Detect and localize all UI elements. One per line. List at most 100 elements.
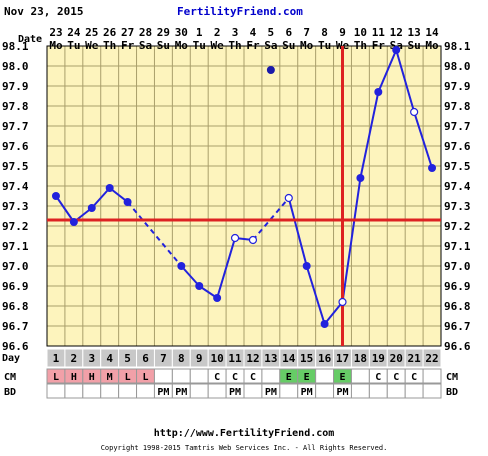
footer-url[interactable]: http://www.FertilityFriend.com	[154, 427, 335, 439]
y-tick-label-left: 96.7	[2, 320, 29, 333]
cm-row-label-right: CM	[446, 372, 458, 383]
cycle-day-number: 8	[178, 352, 185, 365]
cm-value: E	[304, 372, 310, 383]
cycle-day-number: 3	[88, 352, 95, 365]
temperature-point	[177, 262, 186, 270]
x-date-label: 13	[408, 26, 421, 39]
cycle-day-number: 18	[354, 352, 367, 365]
temperature-line-segment	[91, 187, 111, 209]
cycle-day-number: 21	[408, 352, 422, 365]
cm-row-label-left: CM	[4, 372, 16, 383]
x-weekday-label: Su	[282, 39, 295, 52]
bd-value: PM	[175, 387, 187, 398]
cycle-day-number: 11	[228, 352, 242, 365]
x-date-label: 24	[67, 26, 81, 39]
cycle-day-number: 2	[71, 352, 78, 365]
plot-border	[46, 45, 442, 347]
bd-cell	[315, 383, 335, 399]
bd-cell	[279, 383, 299, 399]
temperature-point-discarded	[266, 66, 275, 74]
y-tick-label-right: 97.8	[444, 100, 471, 113]
bd-cell	[64, 383, 84, 399]
cycle-day-number: 14	[282, 352, 296, 365]
data-marks	[47, 46, 441, 346]
bd-cell	[118, 383, 138, 399]
x-date-label: 5	[268, 26, 275, 39]
chart-date-header: Nov 23, 2015	[4, 5, 83, 18]
cm-value: L	[125, 372, 131, 383]
bd-cell	[207, 383, 227, 399]
y-tick-label-left: 97.3	[2, 200, 29, 213]
bd-value: PM	[229, 387, 241, 398]
cm-value: H	[71, 372, 77, 383]
bd-value: PM	[301, 387, 313, 398]
bd-cell	[243, 383, 263, 399]
x-date-label: 29	[157, 26, 170, 39]
y-tick-label-left: 97.4	[2, 180, 29, 193]
temperature-line-segment	[341, 177, 362, 303]
cycle-day-number: 22	[425, 352, 438, 365]
temperature-line-segment	[377, 49, 398, 93]
bd-cell	[189, 383, 209, 399]
x-date-label: 30	[175, 26, 188, 39]
plot-area	[46, 45, 442, 347]
cycle-day-number: 17	[336, 352, 349, 365]
temperature-point	[51, 192, 60, 200]
x-date-label: 10	[354, 26, 367, 39]
cycle-day-number: 9	[196, 352, 203, 365]
y-tick-label-right: 97.7	[444, 120, 471, 133]
cm-value: M	[107, 372, 113, 383]
bd-value: PM	[336, 387, 348, 398]
temperature-line-segment	[287, 197, 308, 267]
temperature-point	[69, 218, 78, 226]
cycle-day-number: 19	[372, 352, 385, 365]
y-tick-label-left: 97.2	[2, 220, 29, 233]
cm-cell	[422, 368, 442, 384]
y-tick-label-right: 96.9	[444, 280, 471, 293]
x-weekday-label: Mo	[300, 39, 314, 52]
bd-value: PM	[157, 387, 169, 398]
temperature-point	[195, 282, 204, 290]
y-tick-label-right: 97.9	[444, 80, 471, 93]
x-date-label: 8	[321, 26, 328, 39]
cycle-day-number: 13	[264, 352, 277, 365]
temperature-line-segment	[413, 111, 433, 169]
y-tick-label-left: 97.5	[2, 160, 29, 173]
x-date-label: 23	[49, 26, 62, 39]
temperature-point	[356, 174, 365, 182]
temperature-point	[284, 193, 293, 203]
bd-cell	[404, 383, 424, 399]
x-weekday-label: Mo	[49, 39, 63, 52]
cycle-day-number: 16	[318, 352, 332, 365]
x-date-label: 3	[232, 26, 239, 39]
x-weekday-label: Fr	[372, 39, 386, 52]
date-row-label: Date	[18, 34, 42, 45]
x-weekday-label: Mo	[175, 39, 189, 52]
cm-value: C	[375, 372, 381, 383]
cm-value: C	[250, 372, 256, 383]
bd-cell	[386, 383, 406, 399]
temperature-point	[428, 164, 437, 172]
cm-cell	[153, 368, 173, 384]
cycle-day-number: 15	[300, 352, 313, 365]
temperature-line-segment	[305, 265, 326, 325]
x-date-label: 25	[85, 26, 98, 39]
cm-value: C	[214, 372, 220, 383]
axes: 98.1 98.1 98.0 98.0 97.9 97.9 97.8 97.8 97.7 97.7…	[2, 26, 471, 353]
x-date-label: 7	[303, 26, 310, 39]
x-weekday-label: Sa	[139, 39, 152, 52]
bd-cell	[100, 383, 120, 399]
x-weekday-label: Fr	[246, 39, 260, 52]
cycle-day-number: 10	[211, 352, 224, 365]
y-tick-label-right: 97.3	[444, 200, 471, 213]
temperature-point	[320, 320, 329, 328]
bd-value: PM	[265, 387, 277, 398]
site-header-link[interactable]: FertilityFriend.com	[177, 5, 303, 18]
x-weekday-label: Su	[157, 39, 170, 52]
cycle-day-number: 1	[53, 352, 60, 365]
temperature-point	[230, 233, 240, 243]
y-tick-label-left: 97.7	[2, 120, 29, 133]
temperature-point	[338, 297, 347, 307]
temperature-line-segment	[216, 237, 237, 299]
